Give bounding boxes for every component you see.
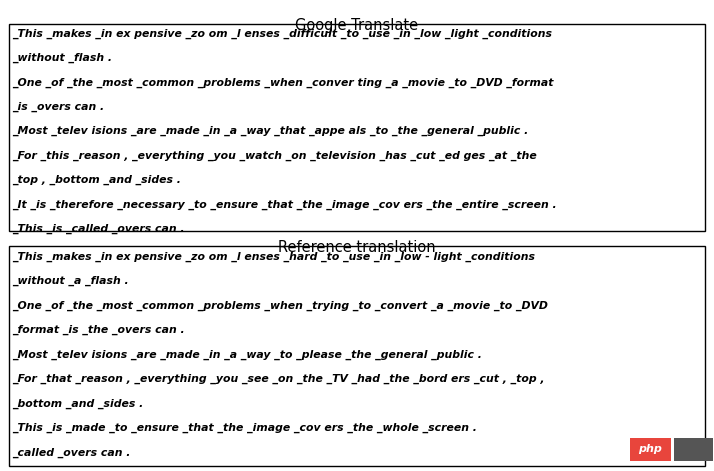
Text: php: php [638, 444, 663, 455]
FancyBboxPatch shape [674, 438, 713, 461]
Text: _top , _bottom _and _sides .: _top , _bottom _and _sides . [12, 175, 181, 186]
Text: _Most _telev isions _are _made _in _a _way _that _appe als _to _the _general _pu: _Most _telev isions _are _made _in _a _w… [12, 126, 528, 137]
Text: _This _is _called _overs can .: _This _is _called _overs can . [12, 224, 185, 235]
Text: _bottom _and _sides .: _bottom _and _sides . [12, 398, 144, 409]
Text: Google Translate: Google Translate [296, 18, 418, 33]
Text: _format _is _the _overs can .: _format _is _the _overs can . [12, 325, 185, 335]
Text: _This _is _made _to _ensure _that _the _image _cov ers _the _whole _screen .: _This _is _made _to _ensure _that _the _… [12, 423, 477, 433]
Text: _It _is _therefore _necessary _to _ensure _that _the _image _cov ers _the _entir: _It _is _therefore _necessary _to _ensur… [12, 200, 557, 210]
Text: _For _this _reason , _everything _you _watch _on _television _has _cut _ed ges _: _For _this _reason , _everything _you _w… [12, 151, 537, 161]
Text: _Most _telev isions _are _made _in _a _way _to _please _the _general _public .: _Most _telev isions _are _made _in _a _w… [12, 349, 482, 360]
Text: _One _of _the _most _common _problems _when _trying _to _convert _a _movie _to _: _One _of _the _most _common _problems _w… [12, 300, 548, 311]
Text: Reference translation: Reference translation [278, 240, 436, 255]
Text: _is _overs can .: _is _overs can . [12, 102, 104, 112]
Text: _This _makes _in ex pensive _zo om _l enses _hard _to _use _in _low - light _con: _This _makes _in ex pensive _zo om _l en… [12, 252, 535, 262]
Text: _This _makes _in ex pensive _zo om _l enses _difficult _to _use _in _low _light : _This _makes _in ex pensive _zo om _l en… [12, 28, 552, 39]
FancyBboxPatch shape [9, 246, 705, 466]
Text: _without _flash .: _without _flash . [12, 53, 112, 63]
FancyBboxPatch shape [630, 438, 671, 461]
FancyBboxPatch shape [9, 24, 705, 231]
Text: _One _of _the _most _common _problems _when _conver ting _a _movie _to _DVD _for: _One _of _the _most _common _problems _w… [12, 77, 553, 88]
Text: _For _that _reason , _everything _you _see _on _the _TV _had _the _bord ers _cut: _For _that _reason , _everything _you _s… [12, 374, 545, 384]
Text: _called _overs can .: _called _overs can . [12, 447, 131, 458]
Text: _without _a _flash .: _without _a _flash . [12, 276, 129, 286]
